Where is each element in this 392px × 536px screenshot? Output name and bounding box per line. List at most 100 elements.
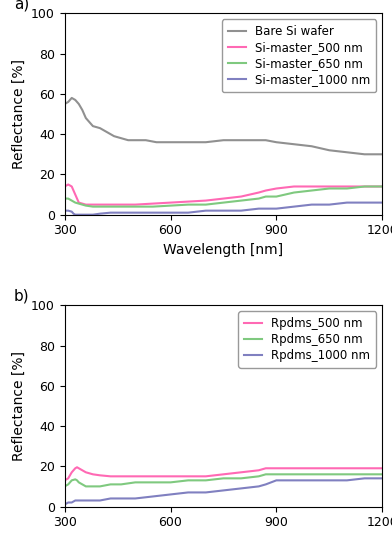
Si-master_650 nm bbox=[203, 202, 208, 208]
Si-master_1000 nm bbox=[151, 210, 155, 216]
Si-master_500 nm bbox=[133, 202, 138, 208]
Rpdms_1000 nm bbox=[62, 501, 67, 508]
Rpdms_1000 nm bbox=[263, 481, 268, 488]
Si-master_650 nm bbox=[256, 195, 261, 202]
Si-master_650 nm bbox=[133, 203, 138, 210]
Bare Si wafer bbox=[80, 107, 85, 113]
Bare Si wafer bbox=[143, 137, 148, 144]
Rpdms_1000 nm bbox=[345, 477, 349, 483]
Rpdms_650 nm bbox=[83, 483, 88, 489]
Rpdms_650 nm bbox=[345, 471, 349, 478]
Si-master_500 nm bbox=[380, 183, 385, 190]
Rpdms_500 nm bbox=[263, 465, 268, 472]
Si-master_650 nm bbox=[345, 185, 349, 192]
Si-master_500 nm bbox=[75, 195, 80, 202]
Bare Si wafer bbox=[221, 137, 226, 144]
Bare Si wafer bbox=[168, 139, 173, 145]
Text: b): b) bbox=[14, 288, 29, 303]
Bare Si wafer bbox=[105, 129, 109, 136]
Rpdms_650 nm bbox=[292, 471, 296, 478]
Bare Si wafer bbox=[256, 137, 261, 144]
Rpdms_500 nm bbox=[274, 465, 279, 472]
Si-master_650 nm bbox=[66, 195, 71, 202]
Si-master_650 nm bbox=[73, 199, 78, 206]
Si-master_1000 nm bbox=[71, 211, 76, 217]
Rpdms_650 nm bbox=[108, 481, 113, 488]
Si-master_500 nm bbox=[66, 181, 71, 188]
Si-master_500 nm bbox=[256, 189, 261, 196]
Rpdms_500 nm bbox=[151, 473, 155, 480]
Si-master_500 nm bbox=[274, 185, 279, 192]
Line: Rpdms_1000 nm: Rpdms_1000 nm bbox=[65, 478, 382, 504]
Si-master_500 nm bbox=[83, 202, 88, 208]
Si-master_650 nm bbox=[380, 183, 385, 190]
Si-master_1000 nm bbox=[119, 210, 123, 216]
Si-master_1000 nm bbox=[292, 203, 296, 210]
Rpdms_500 nm bbox=[327, 465, 332, 472]
Si-master_500 nm bbox=[362, 183, 367, 190]
Si-master_500 nm bbox=[221, 195, 226, 202]
Rpdms_650 nm bbox=[380, 471, 385, 478]
Si-master_500 nm bbox=[80, 200, 85, 207]
Rpdms_500 nm bbox=[133, 473, 138, 480]
Rpdms_1000 nm bbox=[73, 497, 78, 504]
Bare Si wafer bbox=[62, 101, 67, 107]
Bare Si wafer bbox=[327, 147, 332, 153]
Rpdms_650 nm bbox=[98, 483, 102, 489]
Si-master_500 nm bbox=[69, 183, 74, 190]
Rpdms_1000 nm bbox=[327, 477, 332, 483]
Rpdms_650 nm bbox=[239, 475, 243, 481]
Si-master_650 nm bbox=[327, 185, 332, 192]
Rpdms_500 nm bbox=[108, 473, 113, 480]
Rpdms_650 nm bbox=[221, 475, 226, 481]
Si-master_500 nm bbox=[76, 199, 81, 206]
Rpdms_500 nm bbox=[91, 471, 95, 478]
Rpdms_1000 nm bbox=[119, 495, 123, 502]
Rpdms_500 nm bbox=[380, 465, 385, 472]
Line: Si-master_650 nm: Si-master_650 nm bbox=[65, 187, 382, 206]
Si-master_1000 nm bbox=[221, 207, 226, 214]
Rpdms_650 nm bbox=[73, 476, 78, 482]
Rpdms_500 nm bbox=[62, 477, 67, 483]
Si-master_1000 nm bbox=[327, 202, 332, 208]
Legend: Rpdms_500 nm, Rpdms_650 nm, Rpdms_1000 nm: Rpdms_500 nm, Rpdms_650 nm, Rpdms_1000 n… bbox=[238, 311, 376, 368]
Bare Si wafer bbox=[309, 143, 314, 150]
Rpdms_500 nm bbox=[80, 467, 85, 473]
Si-master_650 nm bbox=[98, 203, 102, 210]
Legend: Bare Si wafer, Si-master_500 nm, Si-master_650 nm, Si-master_1000 nm: Bare Si wafer, Si-master_500 nm, Si-mast… bbox=[222, 19, 376, 92]
Line: Si-master_500 nm: Si-master_500 nm bbox=[65, 184, 382, 205]
Rpdms_650 nm bbox=[203, 477, 208, 483]
Rpdms_1000 nm bbox=[309, 477, 314, 483]
Rpdms_500 nm bbox=[75, 464, 80, 471]
Si-master_650 nm bbox=[119, 203, 123, 210]
Si-master_650 nm bbox=[168, 203, 173, 209]
Bare Si wafer bbox=[126, 137, 131, 144]
Rpdms_650 nm bbox=[327, 471, 332, 478]
Si-master_500 nm bbox=[151, 200, 155, 207]
Si-master_1000 nm bbox=[256, 205, 261, 212]
Bare Si wafer bbox=[292, 141, 296, 147]
Si-master_1000 nm bbox=[91, 212, 95, 218]
Line: Bare Si wafer: Bare Si wafer bbox=[65, 98, 382, 154]
Bare Si wafer bbox=[274, 139, 279, 145]
Rpdms_500 nm bbox=[203, 473, 208, 480]
Bare Si wafer bbox=[345, 149, 349, 155]
Si-master_1000 nm bbox=[186, 210, 191, 216]
Y-axis label: Reflectance [%]: Reflectance [%] bbox=[11, 59, 25, 169]
Rpdms_650 nm bbox=[80, 481, 85, 488]
Si-master_650 nm bbox=[108, 203, 113, 210]
Rpdms_500 nm bbox=[309, 465, 314, 472]
Si-master_500 nm bbox=[203, 197, 208, 204]
Si-master_1000 nm bbox=[239, 207, 243, 214]
Si-master_650 nm bbox=[221, 199, 226, 206]
Text: a): a) bbox=[14, 0, 29, 11]
Bare Si wafer bbox=[154, 139, 159, 145]
Si-master_1000 nm bbox=[133, 210, 138, 216]
Si-master_1000 nm bbox=[69, 209, 74, 215]
Si-master_500 nm bbox=[327, 183, 332, 190]
Bare Si wafer bbox=[239, 137, 243, 144]
Rpdms_500 nm bbox=[76, 465, 81, 472]
Rpdms_1000 nm bbox=[168, 491, 173, 497]
Rpdms_500 nm bbox=[186, 473, 191, 480]
Si-master_500 nm bbox=[292, 183, 296, 190]
